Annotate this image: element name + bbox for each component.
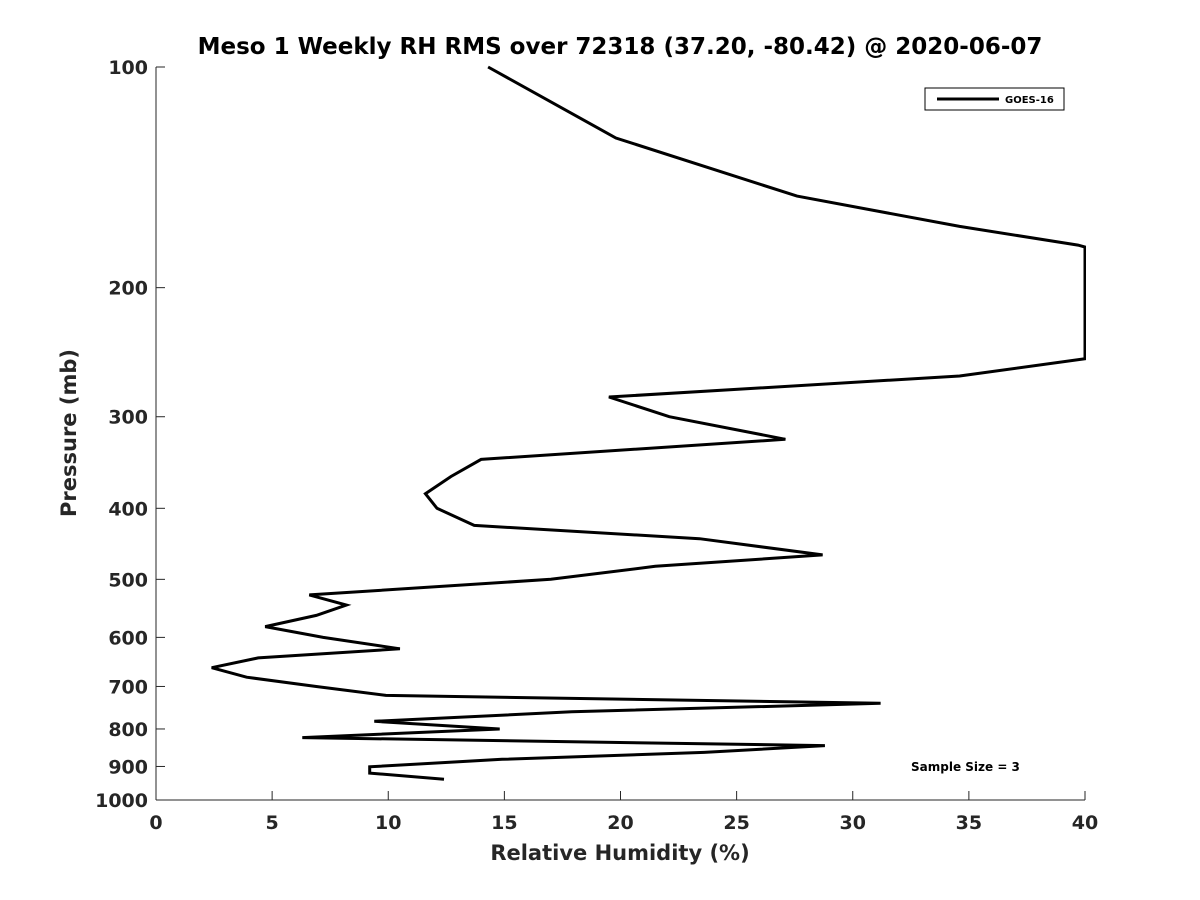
- chart-title: Meso 1 Weekly RH RMS over 72318 (37.20, …: [198, 34, 1043, 60]
- x-tick-label: 5: [266, 812, 279, 834]
- y-tick-label: 200: [108, 278, 148, 300]
- legend: GOES-16: [924, 87, 1065, 111]
- y-tick-label: 1000: [95, 790, 148, 812]
- x-tick-label: 35: [956, 812, 982, 834]
- y-tick-label: 100: [108, 57, 148, 79]
- x-axis-title: Relative Humidity (%): [490, 841, 749, 865]
- x-tick-label: 10: [375, 812, 401, 834]
- sample-size-annotation: Sample Size = 3: [911, 760, 1020, 774]
- y-tick-label: 600: [108, 627, 148, 649]
- y-tick-label: 900: [108, 756, 148, 778]
- series-group: [211, 65, 1086, 781]
- y-tick-label: 400: [108, 498, 148, 520]
- x-tick-label: 0: [149, 812, 162, 834]
- axes: 0 5 10 15 20 25 30 35 40 100 200 300 400 500 600 700 800…: [95, 57, 1098, 834]
- x-tick-label: 30: [840, 812, 866, 834]
- y-tick-label: 800: [108, 719, 148, 741]
- y-tick-label: 300: [108, 407, 148, 429]
- y-axis-title: Pressure (mb): [57, 349, 81, 517]
- x-tick-label: 40: [1072, 812, 1098, 834]
- x-tick-label: 15: [491, 812, 517, 834]
- y-tick-label: 500: [108, 569, 148, 591]
- y-tick-label: 700: [108, 676, 148, 698]
- x-tick-label: 20: [607, 812, 633, 834]
- x-tick-label: 25: [723, 812, 749, 834]
- legend-label-goes-16: GOES-16: [1005, 95, 1054, 106]
- series-line-goes-16: [211, 65, 1086, 781]
